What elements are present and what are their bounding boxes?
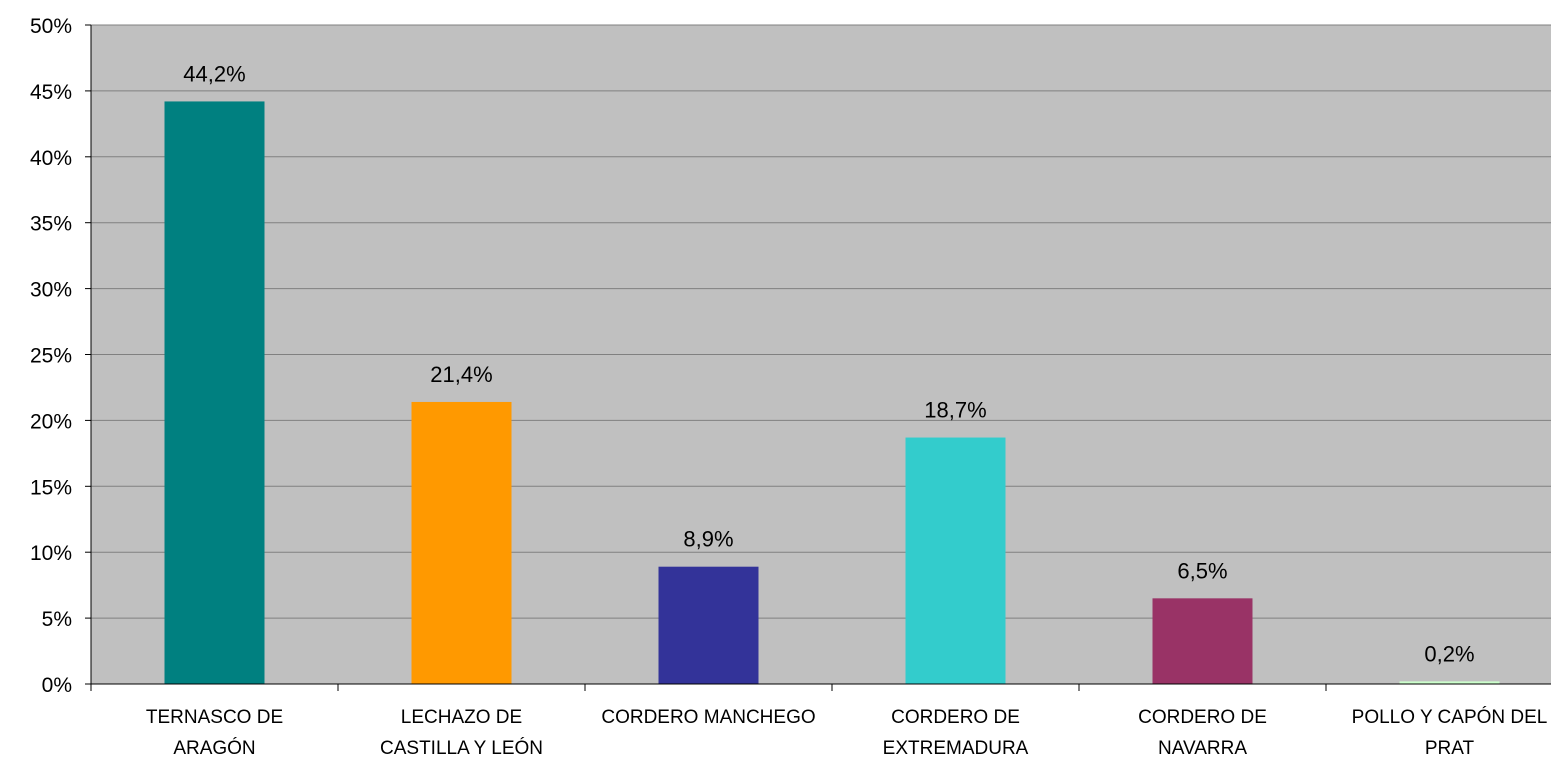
data-label: 21,4% [430,362,492,387]
y-tick-label: 10% [30,542,72,565]
y-tick-label: 15% [30,476,72,499]
bar [1152,598,1253,684]
y-tick-label: 25% [30,345,72,368]
x-category-label: POLLO Y CAPÓN DEL PRAT [1352,706,1548,757]
data-label: 18,7% [924,398,986,423]
gridlines [91,24,1551,619]
y-tick-label: 0% [42,674,72,697]
bars [164,101,1500,685]
bar [164,101,265,685]
x-category-label: TERNASCO DE ARAGÓN [146,707,283,757]
x-category-label: CORDERO MANCHEGO [601,707,815,728]
data-labels: 44,2% 21,4% 8,9% 18,7% 6,5% 0,2% [183,61,1474,666]
data-label: 44,2% [183,61,245,86]
axes [85,24,1551,691]
data-label: 6,5% [1177,558,1227,583]
bar [1399,681,1500,684]
bar [658,566,759,684]
bar [411,401,512,684]
y-tick-label: 5% [42,608,72,631]
y-tick-label: 45% [30,81,72,104]
data-label: 8,9% [683,527,733,552]
x-category-label: CORDERO DE EXTREMADURA [883,707,1029,757]
y-tick-label: 30% [30,279,72,302]
data-label: 0,2% [1424,641,1474,666]
y-tick-label: 20% [30,410,72,433]
x-category-label: LECHAZO DE CASTILLA Y LEÓN [380,707,543,757]
y-tick-label: 40% [30,147,72,170]
y-axis-tick-labels: 0% 5% 10% 15% 20% 25% 30% 35% 40% 45% 50% [30,15,72,697]
bar [905,437,1006,684]
y-tick-label: 50% [30,15,72,38]
y-tick-label: 35% [30,213,72,236]
x-axis-category-labels: TERNASCO DE ARAGÓN LECHAZO DE CASTILLA Y LE… [146,706,1547,757]
x-category-label: CORDERO DE NAVARRA [1138,707,1267,757]
